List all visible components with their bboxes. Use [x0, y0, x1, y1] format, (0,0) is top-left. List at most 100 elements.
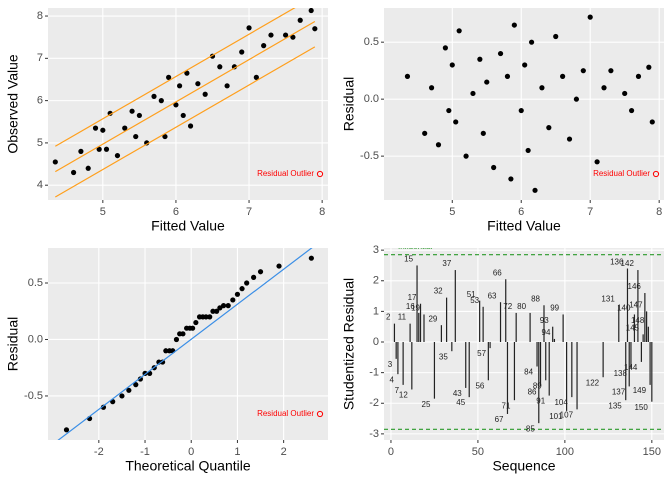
point-label: 3: [388, 360, 393, 369]
point: [190, 325, 196, 331]
point: [166, 74, 172, 80]
point: [511, 22, 517, 28]
y-tick-label: -0.5: [24, 390, 43, 402]
point-label: 53: [470, 296, 479, 305]
point-label: 32: [434, 287, 443, 296]
point-label: 2: [386, 313, 391, 322]
y-tick-label: 0.0: [364, 93, 379, 105]
point: [532, 187, 538, 193]
point-label: 12: [399, 391, 408, 400]
point-label: 101: [549, 412, 563, 421]
point: [176, 83, 183, 89]
point: [137, 376, 144, 382]
point: [276, 263, 282, 269]
y-tick-label: 1: [373, 305, 379, 317]
point-label: 72: [503, 302, 512, 311]
x-tick-label: -2: [94, 446, 104, 458]
annotation: Influential: [398, 242, 432, 251]
point: [220, 303, 227, 309]
plot-area: [384, 8, 664, 200]
y-tick-label: 8: [37, 10, 43, 22]
point: [158, 98, 164, 104]
point: [628, 107, 635, 114]
x-tick-label: 8: [656, 206, 662, 218]
legend-key: [316, 410, 324, 418]
point-label: 43: [453, 389, 462, 398]
point-label: 135: [608, 401, 622, 410]
y-tick-label: 0: [373, 336, 379, 348]
point: [114, 152, 121, 159]
point-label: 16: [406, 302, 415, 311]
legend-key: [652, 170, 660, 178]
point-label: 63: [488, 291, 497, 300]
point: [107, 110, 113, 116]
point: [136, 112, 142, 119]
plot-background: [48, 248, 328, 440]
point-label: 29: [428, 314, 437, 323]
point: [144, 140, 150, 146]
fit-line: [55, 8, 296, 147]
x-tick-label: 8: [319, 206, 325, 218]
point: [78, 148, 84, 154]
plot-background: [48, 8, 328, 200]
point-label: 148: [631, 316, 645, 325]
point-label: 150: [634, 403, 648, 412]
point: [608, 68, 614, 74]
point-label: 131: [601, 294, 615, 303]
point-label: 99: [550, 304, 559, 313]
x-axis-title: Fitted Value: [487, 218, 561, 234]
point: [103, 146, 110, 152]
point: [129, 108, 135, 114]
point: [246, 25, 252, 31]
point-label: 142: [621, 259, 635, 268]
point-label: 137: [612, 388, 626, 397]
point-label: 145: [626, 323, 640, 332]
point-label: 57: [477, 349, 486, 358]
x-tick-label: 5: [449, 206, 455, 218]
x-tick-label: 7: [587, 206, 593, 218]
point: [126, 387, 132, 393]
point: [239, 286, 245, 292]
point-label: 51: [467, 290, 476, 299]
x-tick-label: 6: [173, 206, 179, 218]
point: [244, 280, 250, 286]
point: [422, 130, 428, 136]
fit-line: [55, 21, 316, 173]
point: [234, 291, 241, 297]
point: [282, 32, 289, 38]
point-label: 149: [633, 386, 647, 395]
point: [162, 133, 168, 140]
y-tick-label: 3: [373, 244, 379, 256]
point-label: 136: [610, 258, 624, 267]
point: [85, 165, 91, 171]
point: [173, 336, 180, 343]
point: [96, 146, 102, 152]
point-label: 146: [628, 282, 642, 291]
point: [231, 64, 238, 70]
point-label: 7: [395, 386, 400, 395]
point: [649, 119, 655, 125]
point: [428, 85, 435, 91]
point-label: 89: [533, 381, 542, 390]
point: [184, 70, 190, 76]
point: [635, 73, 642, 79]
point: [580, 68, 586, 74]
x-tick-label: 150: [643, 446, 661, 458]
point-label: 122: [586, 378, 600, 387]
point-label: 85: [526, 424, 535, 433]
point-label: 94: [542, 328, 551, 337]
point: [539, 85, 545, 91]
y-tick-label: 2: [373, 275, 379, 287]
point-label: 15: [404, 255, 413, 264]
point-label: 56: [475, 381, 484, 390]
point: [497, 50, 504, 57]
y-axis-title: Studentized Residual: [341, 278, 357, 410]
point: [546, 125, 552, 131]
point: [470, 90, 476, 97]
point: [203, 314, 209, 320]
point: [119, 393, 125, 399]
y-tick-label: 0.5: [28, 277, 43, 289]
point-label: 91: [536, 397, 545, 406]
point: [508, 176, 514, 182]
